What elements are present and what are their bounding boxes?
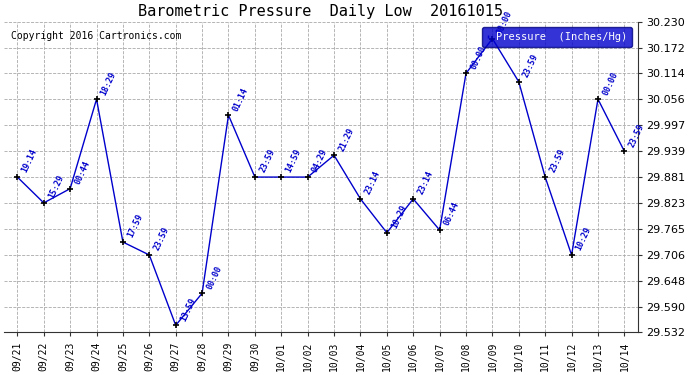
Text: 23:14: 23:14 (416, 170, 435, 196)
Text: 00:00: 00:00 (469, 44, 488, 70)
Text: 21:29: 21:29 (337, 126, 355, 153)
Text: 10:29: 10:29 (574, 226, 593, 252)
Text: Copyright 2016 Cartronics.com: Copyright 2016 Cartronics.com (10, 31, 181, 41)
Text: 23:59: 23:59 (522, 53, 540, 79)
Text: 13:59: 13:59 (179, 296, 197, 322)
Text: 15:29: 15:29 (46, 174, 66, 200)
Title: Barometric Pressure  Daily Low  20161015: Barometric Pressure Daily Low 20161015 (139, 4, 504, 19)
Text: 23:59: 23:59 (627, 122, 646, 148)
Text: 10:29: 10:29 (390, 204, 408, 230)
Text: 06:44: 06:44 (442, 201, 461, 227)
Text: 19:14: 19:14 (20, 148, 39, 174)
Text: 00:00: 00:00 (495, 9, 514, 36)
Text: 23:59: 23:59 (548, 148, 566, 174)
Text: 23:14: 23:14 (363, 170, 382, 196)
Text: 00:00: 00:00 (205, 264, 224, 291)
Text: 18:29: 18:29 (99, 70, 118, 96)
Text: 04:29: 04:29 (310, 148, 329, 174)
Text: 00:00: 00:00 (601, 70, 620, 96)
Text: 14:59: 14:59 (284, 148, 303, 174)
Text: 17:59: 17:59 (126, 213, 144, 239)
Legend: Pressure  (Inches/Hg): Pressure (Inches/Hg) (482, 27, 632, 47)
Text: 01:14: 01:14 (231, 86, 250, 112)
Text: 23:59: 23:59 (257, 148, 277, 174)
Text: 23:59: 23:59 (152, 226, 171, 252)
Text: 00:44: 00:44 (73, 159, 92, 186)
